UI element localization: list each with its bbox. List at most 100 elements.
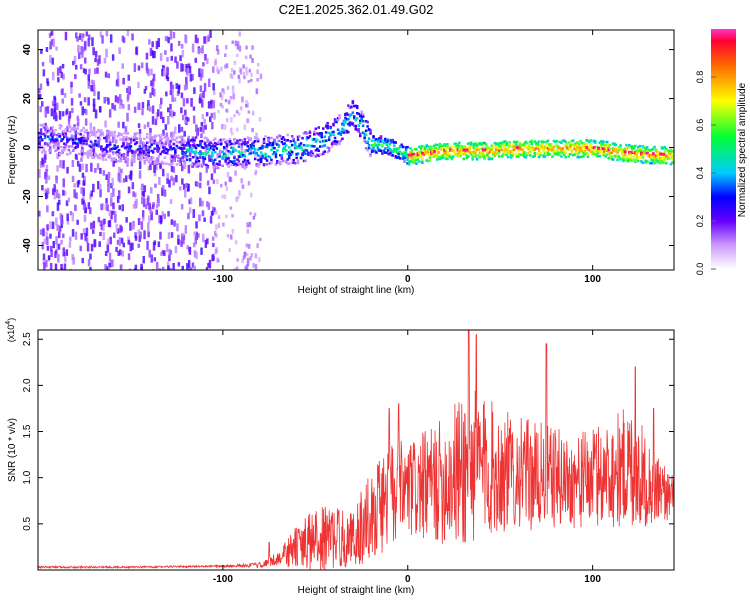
heat-cell: [447, 152, 451, 156]
heat-cell: [118, 205, 121, 210]
heat-cell: [632, 155, 636, 158]
heat-cell: [83, 137, 87, 140]
heat-cell: [171, 136, 174, 140]
heat-cell: [191, 156, 195, 159]
heat-cell: [46, 236, 49, 246]
heat-cell: [288, 162, 291, 165]
heat-cell: [214, 150, 217, 154]
heat-cell: [150, 187, 153, 194]
heat-cell: [603, 140, 606, 144]
heat-cell: [39, 83, 43, 90]
heat-cell: [496, 145, 499, 149]
heat-cell: [156, 158, 159, 162]
heat-cell: [376, 143, 380, 146]
heat-cell: [563, 149, 566, 153]
heat-cell: [80, 129, 84, 132]
heat-cell: [634, 159, 637, 162]
heat-cell: [63, 130, 66, 133]
heat-cell: [92, 104, 96, 112]
heat-cell: [81, 257, 84, 264]
heat-cell: [252, 215, 256, 220]
heat-cell: [170, 131, 173, 138]
heat-cell: [157, 241, 161, 248]
heat-cell: [616, 158, 619, 162]
heat-cell: [435, 143, 439, 147]
heat-cell: [243, 143, 247, 146]
heat-cell: [222, 89, 226, 95]
heat-cell: [493, 141, 497, 145]
heat-cell: [644, 148, 647, 152]
heat-cell: [118, 167, 121, 176]
heat-cell: [172, 158, 176, 162]
heat-cell: [95, 130, 99, 134]
heat-cell: [73, 55, 77, 64]
heat-cell: [228, 159, 232, 163]
heat-cell: [56, 202, 60, 211]
heat-cell: [181, 166, 184, 172]
heat-cell: [84, 40, 87, 50]
heat-cell: [250, 78, 253, 83]
heat-cell: [616, 151, 619, 154]
heat-cell: [276, 161, 279, 164]
heat-cell: [115, 246, 118, 252]
heat-cell: [418, 150, 421, 153]
heat-cell: [259, 146, 263, 150]
heat-cell: [620, 157, 624, 160]
heat-cell: [166, 67, 169, 75]
heat-cell: [85, 31, 89, 37]
heat-cell: [113, 157, 116, 160]
heat-cell: [66, 166, 69, 174]
heat-cell: [111, 138, 115, 144]
heat-cell: [348, 124, 352, 127]
heat-cell: [595, 145, 599, 149]
heat-cell: [137, 243, 140, 248]
heat-cell: [106, 145, 109, 148]
heat-cell: [163, 189, 167, 197]
heat-cell: [104, 71, 108, 78]
heat-cell: [140, 184, 144, 191]
heat-cell: [225, 146, 228, 152]
heat-cell: [382, 141, 386, 145]
heat-cell: [320, 135, 323, 139]
heat-cell: [243, 124, 246, 131]
heat-cell: [154, 118, 158, 126]
heat-cell: [67, 148, 71, 152]
heat-cell: [500, 154, 504, 158]
heat-cell: [199, 126, 203, 132]
heat-cell: [107, 238, 110, 244]
heat-cell: [642, 154, 646, 157]
heat-cell: [432, 144, 436, 148]
heat-cell: [46, 127, 50, 130]
heat-cell: [367, 144, 371, 147]
heat-cell: [582, 143, 585, 146]
heat-cell: [132, 203, 136, 209]
heat-cell: [230, 67, 234, 73]
heat-cell: [155, 40, 159, 50]
heat-cell: [431, 150, 434, 153]
heat-cell: [246, 118, 250, 124]
heat-cell: [105, 198, 108, 204]
heat-cell: [163, 146, 167, 149]
heat-cell: [441, 154, 445, 157]
heat-cell: [641, 145, 644, 148]
heat-cell: [48, 149, 51, 152]
heat-cell: [145, 52, 149, 60]
heat-cell: [230, 234, 233, 240]
heat-cell: [120, 168, 123, 174]
heat-cell: [440, 144, 443, 148]
heat-cell: [404, 154, 408, 157]
heat-cell: [117, 96, 120, 104]
heat-cell: [444, 152, 448, 155]
heat-cell: [468, 145, 471, 149]
heat-cell: [193, 87, 196, 94]
heat-cell: [55, 189, 59, 198]
heat-cell: [375, 144, 378, 147]
heat-cell: [243, 154, 247, 158]
heat-cell: [261, 153, 264, 157]
heat-cell: [126, 96, 130, 102]
heat-cell: [185, 76, 188, 85]
heat-cell: [152, 241, 156, 251]
heat-cell: [322, 151, 325, 154]
heat-cell: [132, 139, 136, 142]
heat-cell: [38, 88, 41, 94]
